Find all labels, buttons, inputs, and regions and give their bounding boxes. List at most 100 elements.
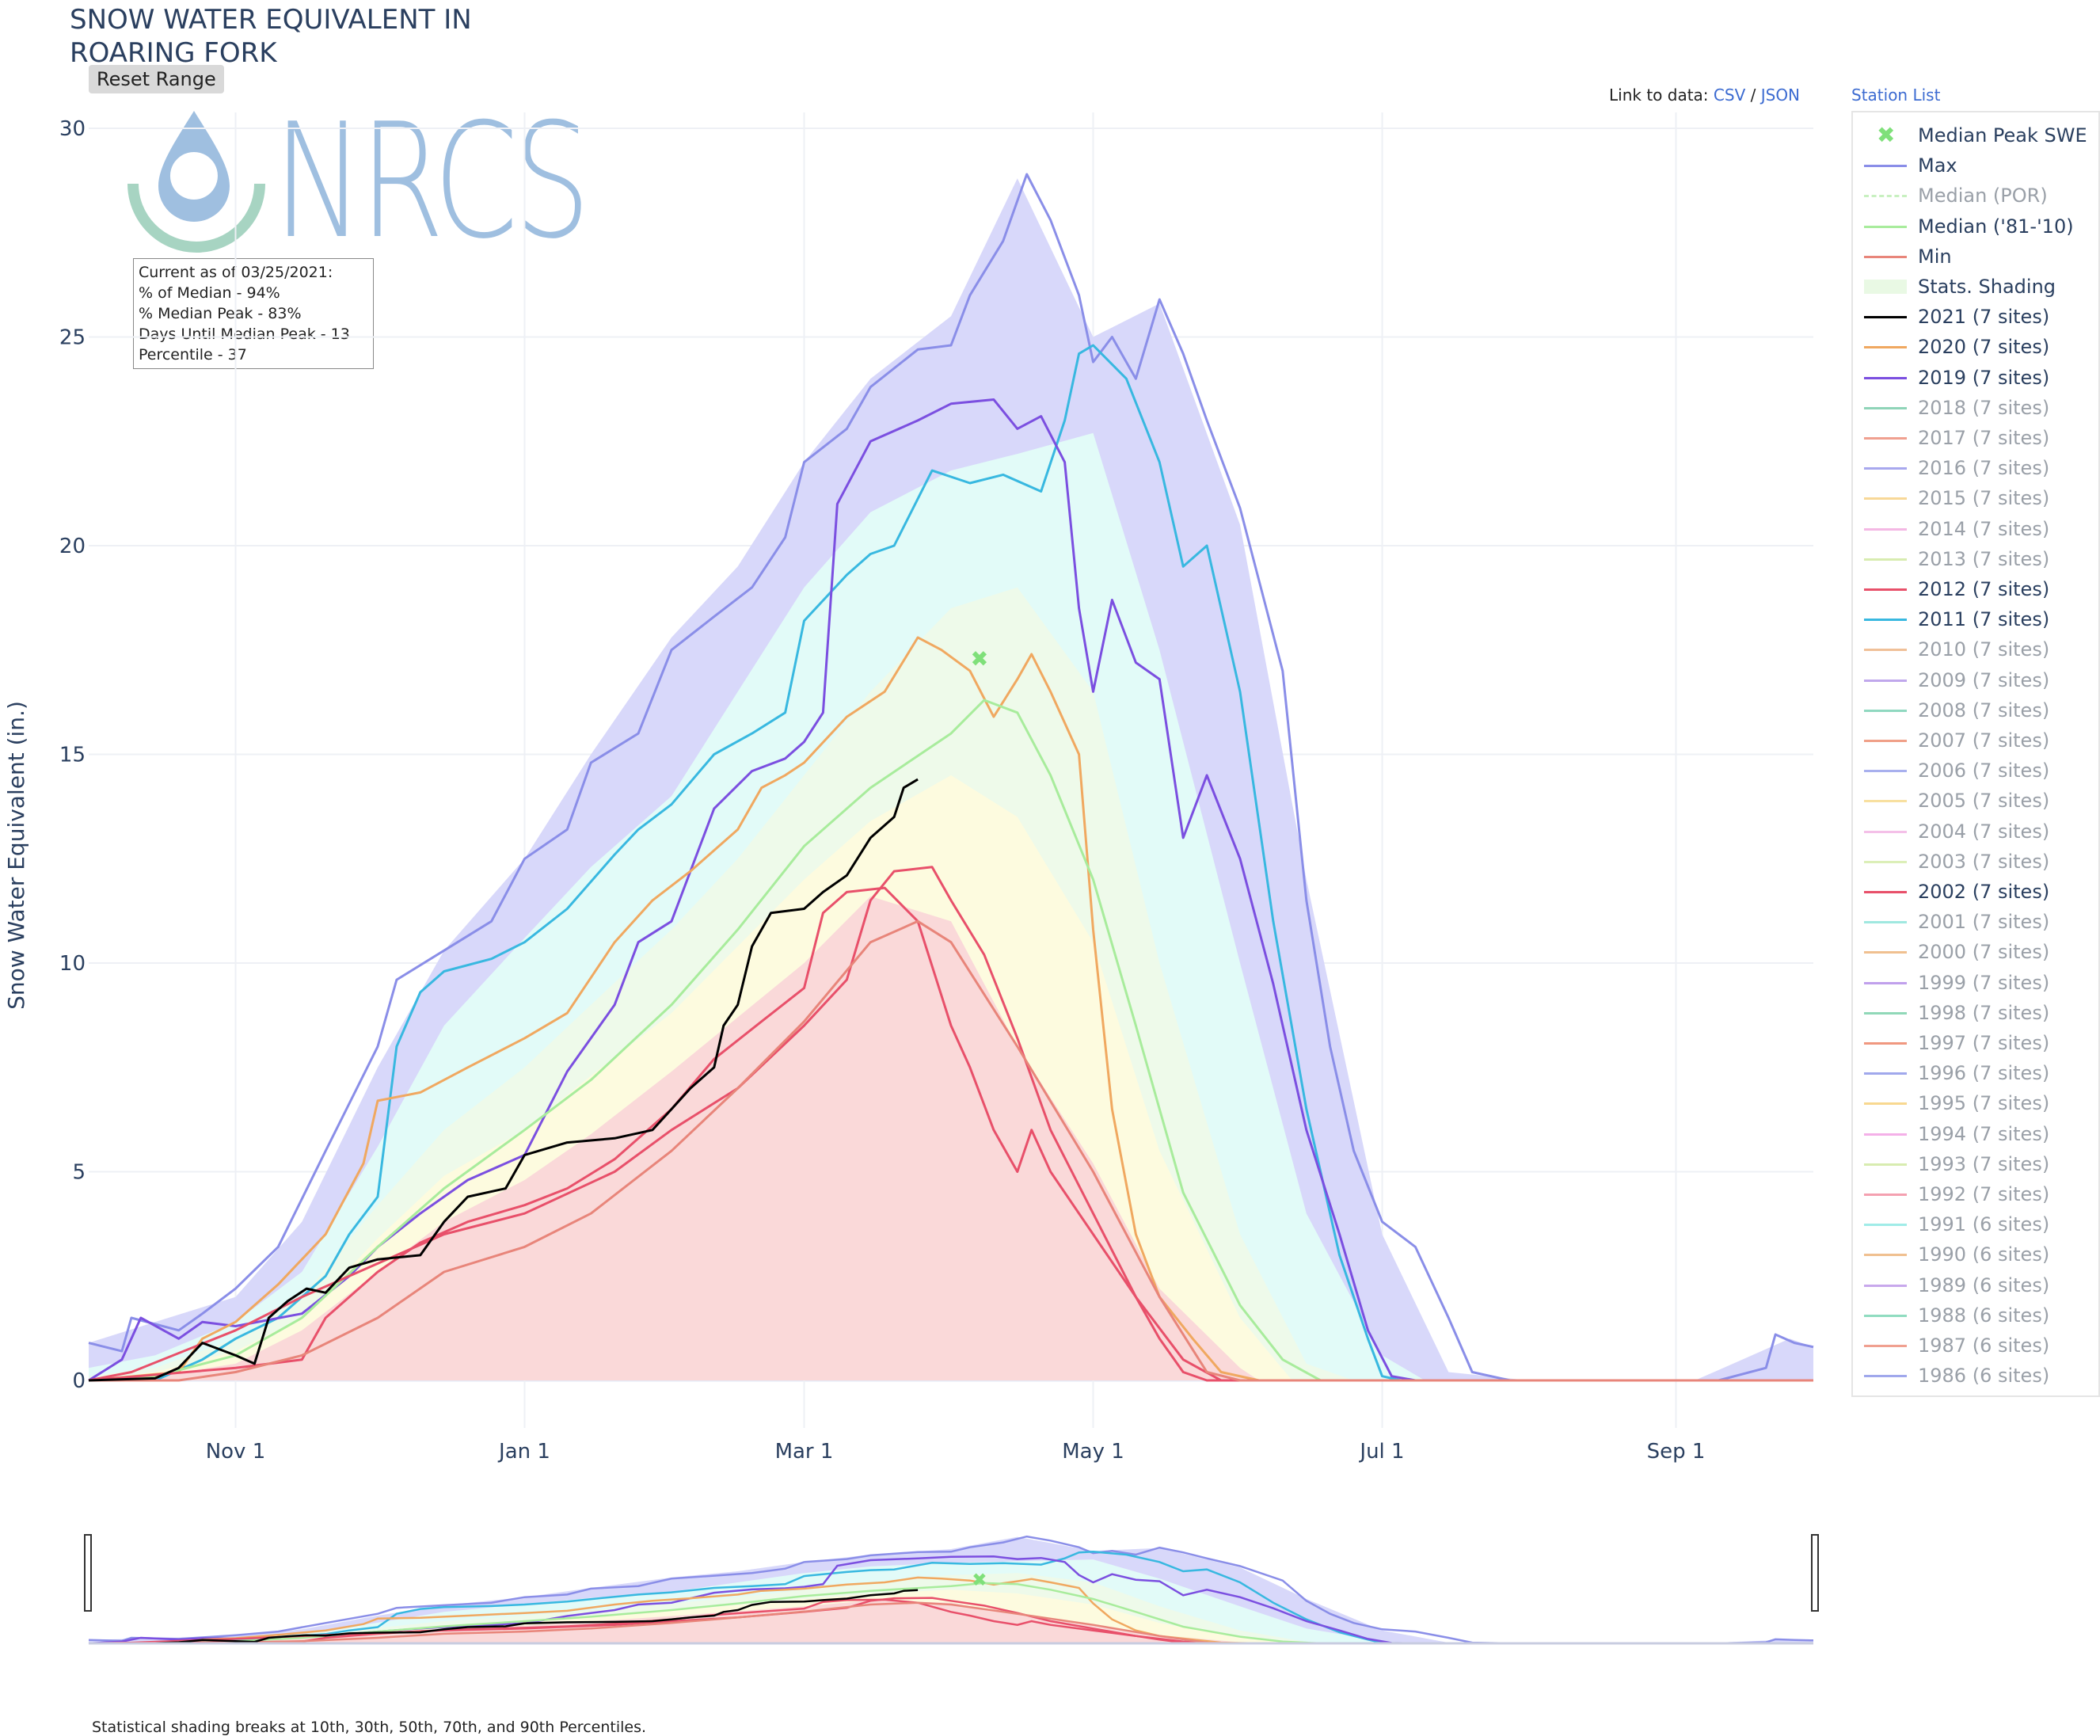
legend-item[interactable]: 2009 (7 sites): [1853, 665, 2098, 695]
legend-line-icon: [1864, 1284, 1907, 1287]
legend-label: 2006 (7 sites): [1918, 760, 2050, 782]
legend-item[interactable]: Median (POR): [1853, 181, 2098, 211]
legend-item[interactable]: 2010 (7 sites): [1853, 634, 2098, 664]
legend-label: Max: [1918, 154, 1957, 177]
legend-line-icon: [1864, 376, 1907, 379]
legend-item[interactable]: 2000 (7 sites): [1853, 937, 2098, 967]
legend-item[interactable]: 2019 (7 sites): [1853, 363, 2098, 393]
legend-item[interactable]: 2001 (7 sites): [1853, 907, 2098, 937]
legend-line-icon: [1864, 679, 1907, 682]
y-tick-label: 20: [59, 535, 86, 558]
legend: ✖ Median Peak SWE Max Median (POR) Median ('…: [1851, 111, 2100, 1397]
x-tick-label: Nov 1: [206, 1440, 266, 1464]
legend-line-icon: [1864, 1345, 1907, 1347]
legend-item[interactable]: 2007 (7 sites): [1853, 725, 2098, 756]
legend-item[interactable]: 1993 (7 sites): [1853, 1149, 2098, 1179]
station-list-link[interactable]: Station List: [1851, 86, 1941, 105]
legend-item[interactable]: 1991 (6 sites): [1853, 1209, 2098, 1239]
legend-item[interactable]: 2017 (7 sites): [1853, 423, 2098, 453]
series-line[interactable]: [89, 344, 1813, 1382]
legend-item[interactable]: 2004 (7 sites): [1853, 817, 2098, 847]
legend-item[interactable]: 2014 (7 sites): [1853, 514, 2098, 544]
x-tick-label: Sep 1: [1647, 1440, 1706, 1464]
legend-item[interactable]: 2005 (7 sites): [1853, 786, 2098, 816]
legend-item[interactable]: 2016 (7 sites): [1853, 453, 2098, 483]
range-median-peak-marker: [973, 1573, 986, 1586]
legend-item[interactable]: 1989 (6 sites): [1853, 1270, 2098, 1300]
legend-item[interactable]: 2013 (7 sites): [1853, 544, 2098, 574]
legend-item[interactable]: 1992 (7 sites): [1853, 1179, 2098, 1209]
reset-range-button[interactable]: Reset Range: [89, 65, 224, 93]
legend-label: 2007 (7 sites): [1918, 729, 2050, 752]
legend-line-icon: [1864, 316, 1907, 319]
range-handle-left[interactable]: [84, 1534, 92, 1612]
median-peak-marker[interactable]: [972, 651, 987, 666]
legend-item[interactable]: 2021 (7 sites): [1853, 302, 2098, 332]
legend-item[interactable]: 1990 (6 sites): [1853, 1239, 2098, 1270]
legend-item[interactable]: Median ('81-'10): [1853, 211, 2098, 242]
legend-item[interactable]: 1998 (7 sites): [1853, 998, 2098, 1028]
stats-line: Percentile - 37: [139, 346, 247, 364]
legend-line-icon: [1864, 1011, 1907, 1015]
footnote: Statistical shading breaks at 10th, 30th…: [92, 1719, 647, 1736]
legend-label: 2002 (7 sites): [1918, 881, 2050, 903]
legend-item[interactable]: 1986 (6 sites): [1853, 1361, 2098, 1391]
json-link[interactable]: JSON: [1760, 86, 1801, 105]
legend-item[interactable]: 1987 (6 sites): [1853, 1331, 2098, 1361]
legend-line-icon: [1864, 1194, 1907, 1196]
legend-label: 2019 (7 sites): [1918, 366, 2050, 389]
legend-label: 1987 (6 sites): [1918, 1334, 2050, 1357]
legend-item[interactable]: 1988 (6 sites): [1853, 1300, 2098, 1331]
legend-line-icon: [1864, 1224, 1907, 1227]
legend-item[interactable]: Max: [1853, 150, 2098, 181]
series-line[interactable]: [88, 778, 919, 1382]
legend-item[interactable]: 1999 (7 sites): [1853, 968, 2098, 998]
legend-item[interactable]: 2020 (7 sites): [1853, 332, 2098, 362]
legend-label: 2020 (7 sites): [1918, 336, 2050, 359]
legend-label: 1991 (6 sites): [1918, 1213, 2050, 1236]
legend-item[interactable]: 2002 (7 sites): [1853, 877, 2098, 907]
legend-item[interactable]: 2011 (7 sites): [1853, 604, 2098, 634]
legend-item[interactable]: 2015 (7 sites): [1853, 483, 2098, 513]
legend-item[interactable]: ✖ Median Peak SWE: [1853, 120, 2098, 150]
series-line[interactable]: [88, 636, 1813, 1382]
legend-item[interactable]: 2006 (7 sites): [1853, 756, 2098, 786]
legend-item[interactable]: 1995 (7 sites): [1853, 1088, 2098, 1118]
range-handle-right[interactable]: [1811, 1534, 1819, 1612]
range-series-line: [89, 1551, 1813, 1645]
legend-item[interactable]: 2012 (7 sites): [1853, 574, 2098, 604]
legend-item[interactable]: 2003 (7 sites): [1853, 847, 2098, 877]
range-series-line: [89, 1601, 1813, 1645]
legend-line-icon: [1864, 1375, 1907, 1378]
legend-item[interactable]: 2018 (7 sites): [1853, 393, 2098, 423]
legend-item[interactable]: Min: [1853, 242, 2098, 272]
legend-item[interactable]: 1996 (7 sites): [1853, 1058, 2098, 1088]
legend-line-icon: [1864, 770, 1907, 773]
series-line[interactable]: [88, 699, 1813, 1382]
series-line[interactable]: [88, 173, 1814, 1382]
legend-item[interactable]: 1997 (7 sites): [1853, 1028, 2098, 1058]
legend-label: 2010 (7 sites): [1918, 638, 2050, 661]
legend-line-icon: [1864, 346, 1907, 349]
series-line[interactable]: [89, 919, 1813, 1382]
series-line[interactable]: [88, 866, 1813, 1382]
legend-item[interactable]: 2008 (7 sites): [1853, 695, 2098, 725]
data-links-prefix: Link to data:: [1609, 86, 1709, 105]
x-tick-label: Jan 1: [497, 1440, 550, 1464]
legend-line-icon: [1864, 1163, 1907, 1166]
range-slider[interactable]: [0, 1489, 2100, 1647]
legend-label: 2014 (7 sites): [1918, 517, 2050, 540]
range-series-line: [88, 1535, 1814, 1645]
range-series-line: [88, 1589, 919, 1645]
series-line[interactable]: [88, 398, 1813, 1382]
main-chart[interactable]: 0 5 10 15 20 25 30 Nov 1 Jan 1 Mar 1 May 1 Jul 1 Se…: [0, 0, 2100, 1505]
legend-item[interactable]: 1994 (7 sites): [1853, 1119, 2098, 1149]
legend-label: 1995 (7 sites): [1918, 1092, 2050, 1115]
csv-link[interactable]: CSV: [1713, 86, 1746, 105]
legend-line-icon: [1864, 1072, 1907, 1075]
legend-item[interactable]: Stats. Shading: [1853, 272, 2098, 302]
legend-label: Stats. Shading: [1918, 276, 2056, 298]
legend-label: Median ('81-'10): [1918, 215, 2074, 238]
nrcs-arc-icon: [127, 183, 265, 253]
legend-line-icon: [1864, 1042, 1907, 1045]
